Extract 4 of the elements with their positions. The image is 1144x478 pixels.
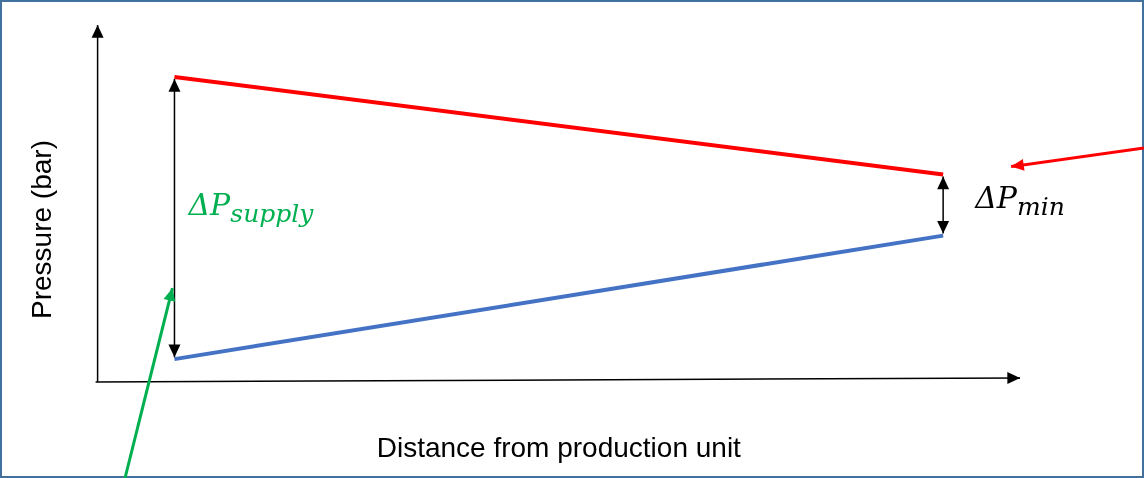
- annotation: ΔP$_{min}$: [975, 180, 1065, 222]
- x-axis-title: Distance from production unit: [376, 431, 742, 463]
- y-axis-title: Pressure (bar): [25, 140, 57, 319]
- annotation: ΔP$_{supply}$: [188, 187, 314, 229]
